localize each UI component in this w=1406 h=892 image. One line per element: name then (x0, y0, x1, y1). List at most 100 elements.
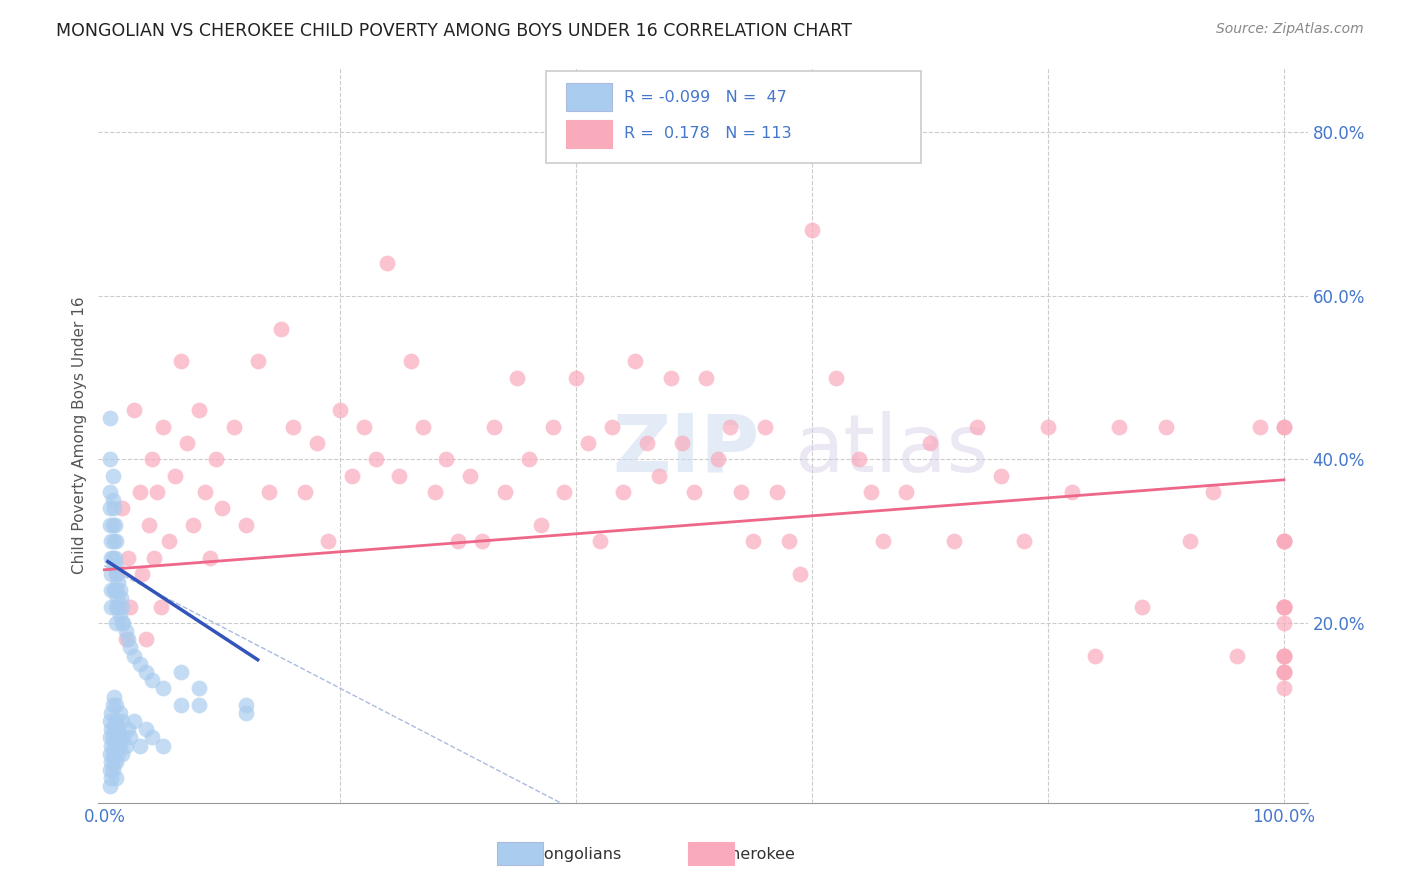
Point (235, 517, 257, 532)
Point (1272, 681, 1295, 696)
Point (1108, 419, 1130, 434)
Point (541, 419, 564, 434)
Point (1272, 599, 1295, 614)
Point (120, 731, 142, 745)
Point (1249, 419, 1271, 434)
Point (990, 468, 1012, 483)
Bar (498, 842, 543, 865)
Point (117, 723, 139, 737)
Point (103, 690, 125, 704)
Point (235, 706, 257, 720)
Point (1272, 534, 1295, 549)
Point (742, 534, 765, 549)
Point (111, 615, 134, 630)
Point (104, 583, 127, 598)
Point (399, 354, 422, 368)
Point (1272, 419, 1295, 434)
Point (105, 599, 128, 614)
Point (176, 436, 198, 450)
Point (165, 468, 187, 483)
Point (103, 723, 125, 737)
Point (108, 739, 131, 753)
Point (98, 747, 121, 761)
Point (101, 731, 124, 745)
Point (920, 436, 942, 450)
Point (706, 452, 728, 467)
Point (103, 583, 125, 598)
Point (612, 485, 634, 500)
Point (101, 763, 124, 777)
Point (222, 419, 245, 434)
Point (114, 739, 136, 753)
Point (412, 419, 434, 434)
Point (111, 747, 134, 761)
Text: R = -0.099   N =  47: R = -0.099 N = 47 (624, 89, 787, 104)
Point (101, 493, 124, 508)
Point (683, 485, 706, 500)
Point (146, 485, 169, 500)
Text: MONGOLIAN VS CHEROKEE CHILD POVERTY AMONG BOYS UNDER 16 CORRELATION CHART: MONGOLIAN VS CHEROKEE CHILD POVERTY AMON… (56, 22, 852, 40)
Point (122, 648, 145, 663)
Point (1272, 665, 1295, 679)
Point (110, 591, 132, 606)
Point (110, 731, 132, 745)
Point (103, 501, 125, 516)
Point (101, 517, 124, 532)
Point (120, 640, 142, 655)
Point (141, 673, 163, 687)
Point (1272, 599, 1295, 614)
Point (966, 419, 988, 434)
Point (101, 550, 124, 565)
Point (98, 763, 121, 777)
Text: Source: ZipAtlas.com: Source: ZipAtlas.com (1216, 22, 1364, 37)
Point (98, 731, 121, 745)
Point (318, 534, 340, 549)
Text: Mongolians: Mongolians (530, 847, 621, 862)
Point (103, 534, 125, 549)
Point (364, 452, 387, 467)
Point (659, 370, 682, 384)
Bar (567, 83, 613, 111)
Point (152, 419, 174, 434)
Point (377, 256, 399, 270)
Point (553, 485, 575, 500)
Point (111, 599, 134, 614)
Point (860, 485, 883, 500)
Point (754, 419, 776, 434)
Point (122, 714, 145, 728)
Point (1272, 665, 1295, 679)
Point (117, 632, 139, 647)
Point (105, 739, 128, 753)
Point (494, 485, 516, 500)
Point (98, 501, 121, 516)
Point (100, 583, 122, 598)
Point (187, 403, 209, 417)
Point (624, 354, 647, 368)
Point (1132, 599, 1154, 614)
Point (246, 354, 269, 368)
Point (270, 321, 292, 335)
Point (718, 419, 741, 434)
Point (636, 436, 658, 450)
Point (1272, 665, 1295, 679)
Point (105, 723, 128, 737)
Point (103, 558, 125, 573)
Point (340, 468, 363, 483)
Point (107, 574, 129, 589)
Point (103, 739, 125, 753)
Point (423, 485, 446, 500)
Point (104, 714, 127, 728)
Point (482, 419, 505, 434)
Point (135, 632, 157, 647)
Point (100, 739, 122, 753)
Point (98, 452, 121, 467)
Point (600, 419, 623, 434)
Point (565, 370, 588, 384)
Text: Cherokee: Cherokee (720, 847, 796, 862)
Point (1272, 599, 1295, 614)
Point (259, 485, 281, 500)
Point (104, 747, 127, 761)
Point (105, 583, 128, 598)
Point (294, 485, 316, 500)
Point (117, 550, 139, 565)
